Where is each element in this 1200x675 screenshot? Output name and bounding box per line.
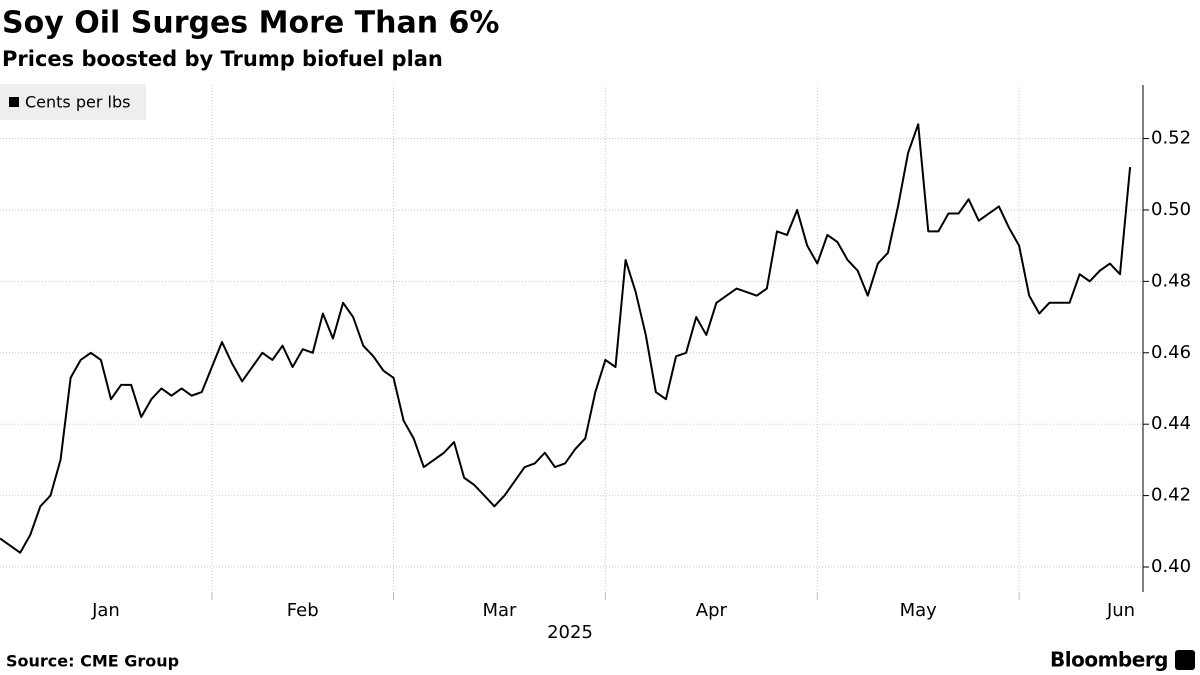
x-tick-label: May [900,600,938,621]
y-tick-label: 0.52 [1151,128,1191,149]
logo: Bloomberg [1050,648,1168,672]
x-tick-label: Mar [482,600,517,621]
legend [0,84,146,120]
x-tick-label: Apr [696,600,728,621]
logo-icon [1175,650,1195,670]
x-tick-label: Feb [287,600,319,621]
y-tick-label: 0.48 [1151,270,1191,291]
y-tick-label: 0.50 [1151,199,1191,220]
y-tick-label: 0.44 [1151,413,1191,434]
legend-swatch [9,97,19,107]
y-tick-label: 0.40 [1151,556,1191,577]
x-tick-label: Jun [1106,600,1135,621]
chart-title: Soy Oil Surges More Than 6% [2,6,499,41]
chart-subtitle: Prices boosted by Trump biofuel plan [2,47,443,71]
x-axis-label: 2025 [547,622,593,643]
source: Source: CME Group [6,652,179,671]
line [0,123,1132,554]
legend-label: Cents per lbs [25,93,130,112]
y-tick-label: 0.46 [1151,342,1191,363]
y-tick-label: 0.42 [1151,485,1191,506]
x-tick-label: Jan [91,600,120,621]
